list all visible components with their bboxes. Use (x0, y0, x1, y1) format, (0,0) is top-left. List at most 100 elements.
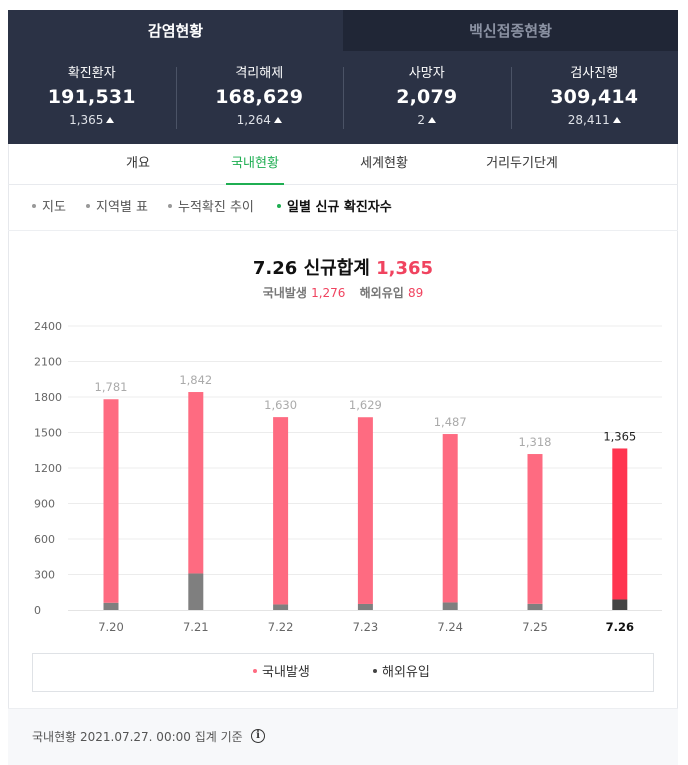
chart-title-label: 신규합계 (303, 258, 370, 279)
bar-total-label: 1,318 (519, 435, 552, 449)
stat-deaths: 사망자 2,079 2 (343, 65, 511, 144)
y-tick-label: 1500 (34, 427, 62, 440)
bar-total-label: 1,487 (434, 415, 467, 429)
x-tick-label: 7.24 (437, 620, 463, 634)
tab-world[interactable]: 세계현황 (360, 156, 408, 171)
bar-total-label: 1,842 (179, 373, 212, 387)
bar-imported (273, 604, 289, 610)
imported-value: 89 (407, 286, 424, 300)
stat-label: 검사진행 (570, 66, 619, 81)
tab-domestic[interactable]: 국내현황 (226, 144, 284, 185)
bar-imported (442, 602, 458, 610)
stat-value: 191,531 (47, 86, 136, 108)
legend-label: 국내발생 (262, 665, 310, 680)
bar-domestic (442, 434, 458, 603)
daily-cases-bar-chart: 0 300 600 900 1200 1500 1800 2100 2400 1,781 7.20 1… (34, 320, 662, 634)
chart-title: 7.26 신규합계 1,365 (8, 254, 678, 280)
bullet-dot-icon (168, 204, 172, 208)
chart-type-selector: 지도 지역별 표 누적확진 추이 일별 신규 확진자수 (8, 186, 678, 231)
tab-distancing-level[interactable]: 거리두기단계 (486, 156, 558, 171)
y-tick-label: 0 (34, 604, 41, 617)
bar-imported (357, 603, 373, 610)
bar-total-label: 1,629 (349, 398, 382, 412)
bar-total-label: 1,630 (264, 398, 297, 412)
stat-delta-value: 28,411 (567, 113, 610, 127)
x-tick-label: 7.20 (98, 620, 124, 634)
chip-map[interactable]: 지도 (32, 186, 66, 231)
chart-legend: 국내발생 해외유입 (32, 653, 654, 692)
bar-total-label: 1,365 (603, 429, 636, 443)
chip-label: 지역별 표 (96, 200, 148, 215)
stat-delta-value: 1,365 (69, 113, 104, 127)
up-triangle-icon (106, 117, 115, 123)
legend-label: 해외유입 (382, 665, 430, 680)
bar-domestic (273, 417, 289, 605)
chip-label: 일별 신규 확진자수 (287, 200, 392, 215)
info-icon[interactable]: i (251, 729, 265, 743)
bar-imported (527, 603, 543, 610)
legend-item-imported: 해외유입 (373, 654, 430, 691)
y-tick-label: 1800 (34, 391, 62, 404)
bar-domestic (357, 417, 373, 604)
stat-value: 2,079 (396, 86, 458, 108)
x-tick-label: 7.21 (183, 620, 209, 634)
top-tab-bar: 감염현황 백신접종현황 (8, 10, 678, 51)
bullet-dot-icon (86, 204, 90, 208)
bar-imported (612, 599, 628, 610)
bullet-dot-icon (277, 204, 281, 208)
up-triangle-icon (428, 117, 437, 123)
legend-dot-imported (373, 669, 377, 673)
chip-daily-new-cases[interactable]: 일별 신규 확진자수 (277, 186, 392, 231)
x-tick-label: 7.25 (522, 620, 548, 634)
tab-overview[interactable]: 개요 (126, 156, 150, 171)
chip-region-table[interactable]: 지역별 표 (86, 186, 148, 231)
stat-delta: 2 (343, 111, 511, 129)
chart-total-value: 1,365 (376, 258, 434, 279)
bullet-dot-icon (32, 204, 36, 208)
panel-frame (8, 10, 678, 765)
x-tick-label: 7.26 (606, 620, 634, 634)
imported-label: 해외유입 (359, 286, 404, 300)
stat-delta: 1,264 (176, 111, 344, 129)
y-tick-label: 2100 (34, 356, 62, 369)
stat-testing: 검사진행 309,414 28,411 (510, 65, 679, 144)
domestic-value: 1,276 (311, 286, 346, 300)
bar-domestic (103, 399, 119, 603)
stat-confirmed: 확진환자 191,531 1,365 (8, 65, 176, 144)
x-tick-label: 7.22 (268, 620, 294, 634)
bar-domestic (188, 392, 204, 574)
footer-timestamp: 국내현황 2021.07.27. 00:00 집계 기준 (32, 730, 243, 744)
up-triangle-icon (273, 117, 282, 123)
legend-item-domestic: 국내발생 (253, 654, 310, 691)
y-tick-label: 1200 (34, 462, 62, 475)
stat-label: 확진환자 (67, 66, 116, 81)
stat-delta-value: 2 (417, 113, 426, 127)
domestic-label: 국내발생 (262, 286, 307, 300)
bar-imported (188, 573, 204, 610)
up-triangle-icon (612, 117, 621, 123)
bar-total-label: 1,781 (95, 380, 128, 394)
chart-subtitle: 국내발생 1,276 해외유입 89 (8, 284, 678, 301)
y-tick-label: 300 (34, 569, 55, 582)
stat-label: 사망자 (408, 66, 445, 81)
chip-cumulative-trend[interactable]: 누적확진 추이 (168, 186, 254, 231)
stat-delta: 28,411 (511, 111, 679, 129)
chip-label: 누적확진 추이 (178, 200, 254, 215)
stat-label: 격리해제 (235, 66, 284, 81)
stat-delta: 1,365 (8, 111, 176, 129)
tab-infection-status[interactable]: 감염현황 (8, 10, 343, 51)
chip-label: 지도 (42, 200, 66, 215)
legend-dot-domestic (253, 669, 257, 673)
bar-domestic (527, 454, 543, 604)
y-tick-label: 2400 (34, 320, 62, 333)
stat-value: 309,414 (550, 86, 639, 108)
tab-vaccination-status[interactable]: 백신접종현황 (343, 10, 678, 51)
footer: 국내현황 2021.07.27. 00:00 집계 기준 i (8, 708, 678, 765)
stat-delta-value: 1,264 (236, 113, 271, 127)
sub-tab-bar: 개요 국내현황 세계현황 거리두기단계 (8, 144, 678, 185)
stats-summary: 확진환자 191,531 1,365 격리해제 168,629 1,264 사망… (8, 51, 678, 144)
y-tick-label: 600 (34, 533, 55, 546)
bar-imported (103, 602, 119, 610)
bar-domestic (612, 448, 628, 600)
chart-date: 7.26 (252, 258, 298, 279)
